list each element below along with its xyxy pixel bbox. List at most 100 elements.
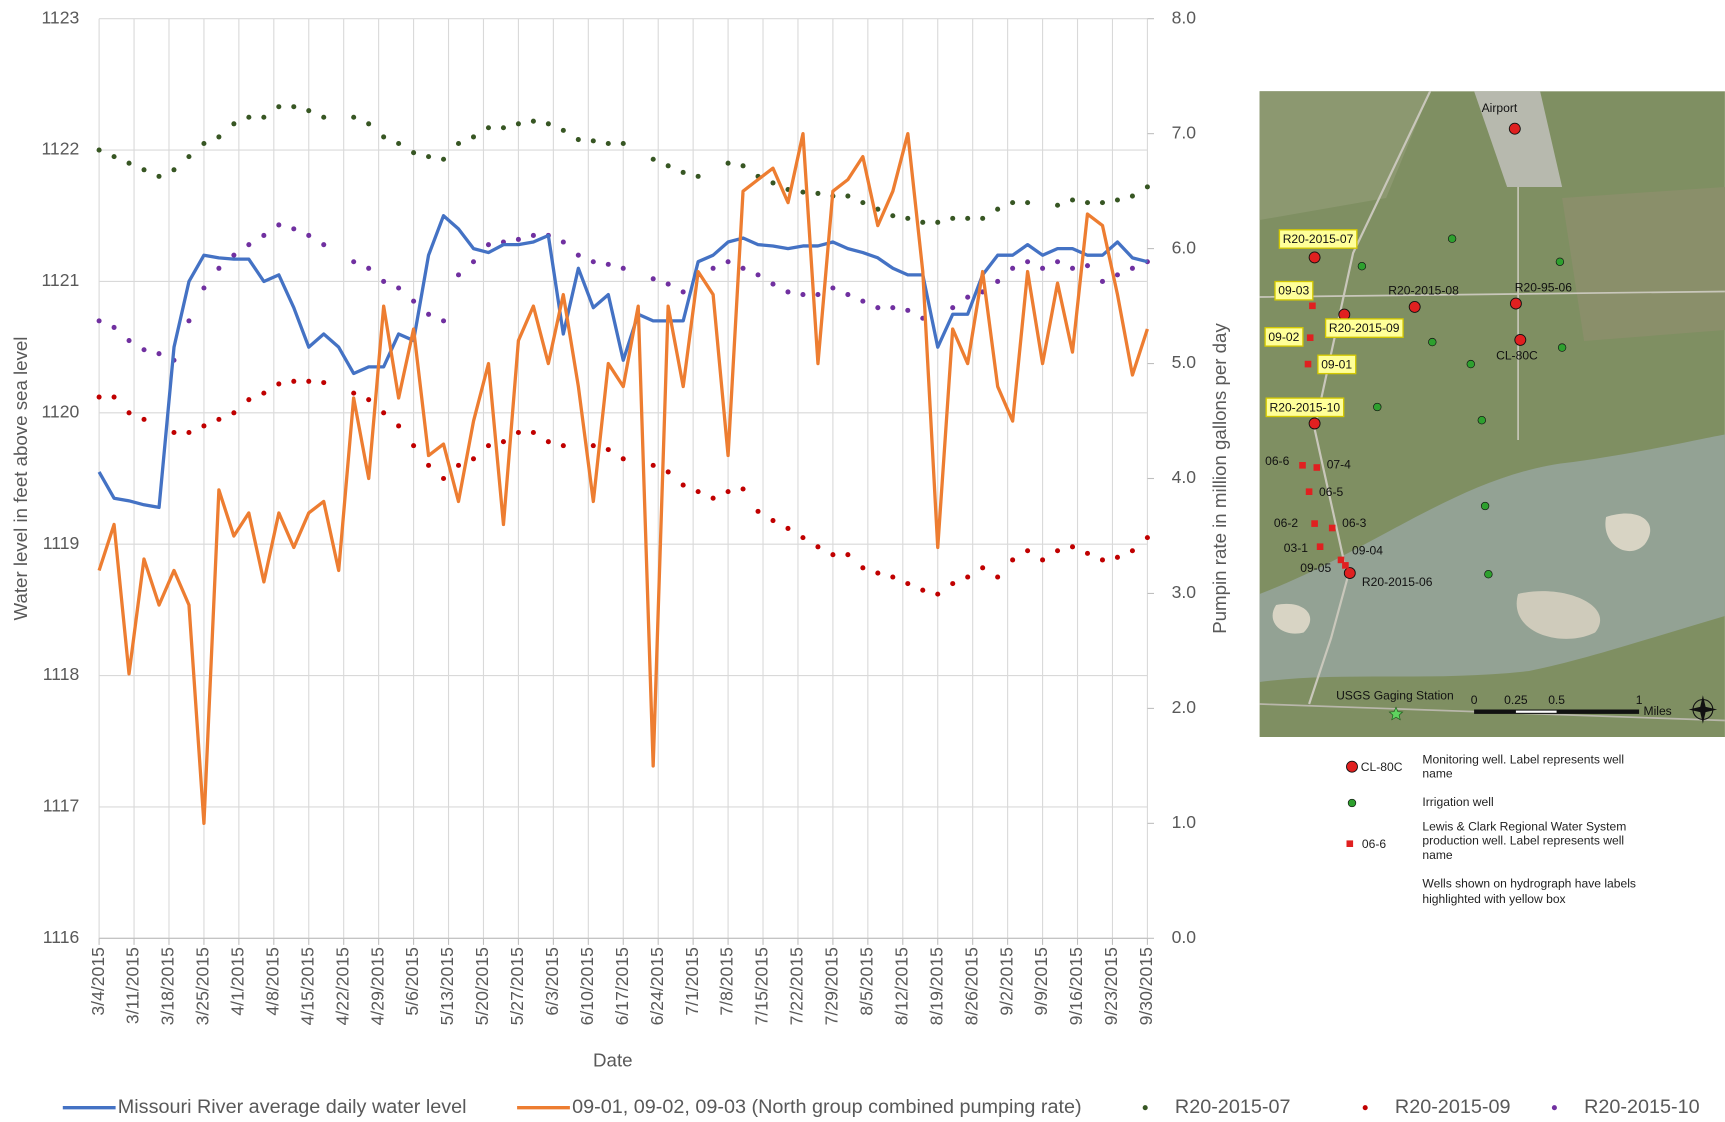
data-point — [905, 216, 910, 221]
data-point — [1100, 200, 1105, 205]
data-point — [621, 266, 626, 271]
data-point — [261, 115, 266, 120]
monitoring-well — [1309, 252, 1320, 263]
data-point — [1055, 259, 1060, 264]
scale-label: 0.5 — [1548, 693, 1565, 707]
map-label: R20-2015-09 — [1329, 321, 1400, 335]
y2-tick-label: 5.0 — [1172, 352, 1197, 372]
page: Date Water level in feet above sea level… — [0, 0, 1725, 1122]
data-point — [845, 194, 850, 199]
data-point — [112, 325, 117, 330]
data-point — [501, 125, 506, 130]
data-point — [381, 279, 386, 284]
x-tick-label: 3/4/2015 — [88, 947, 108, 1016]
data-point — [127, 338, 132, 343]
data-point — [546, 121, 551, 126]
y2-tick-label: 3.0 — [1172, 582, 1197, 602]
data-point — [396, 423, 401, 428]
y2-tick-label: 1.0 — [1172, 812, 1197, 832]
data-point — [905, 581, 910, 586]
data-point — [1100, 557, 1105, 562]
map-label: 09-02 — [1268, 330, 1299, 344]
data-point — [815, 544, 820, 549]
irrigation-well — [1485, 570, 1493, 578]
data-point — [141, 417, 146, 422]
data-point — [366, 266, 371, 271]
data-point — [486, 242, 491, 247]
data-point — [366, 397, 371, 402]
data-point — [621, 141, 626, 146]
data-point — [950, 216, 955, 221]
x-tick-label: 7/22/2015 — [787, 947, 807, 1025]
map-label: R20-2015-07 — [1283, 232, 1354, 246]
data-point — [681, 289, 686, 294]
data-point — [666, 469, 671, 474]
data-point — [860, 299, 865, 304]
x-tick-label: 9/30/2015 — [1136, 947, 1156, 1025]
x-tick-label: 3/18/2015 — [158, 947, 178, 1025]
data-point — [441, 318, 446, 323]
data-point — [651, 276, 656, 281]
data-point — [1055, 548, 1060, 553]
data-point — [516, 237, 521, 242]
data-point — [246, 397, 251, 402]
data-point — [980, 565, 985, 570]
data-point — [1100, 279, 1105, 284]
data-point — [366, 121, 371, 126]
data-point — [1025, 259, 1030, 264]
map-field — [1562, 187, 1725, 341]
data-point — [681, 170, 686, 175]
data-point — [351, 115, 356, 120]
data-point — [995, 279, 1000, 284]
map-label: 03-1 — [1284, 541, 1308, 555]
irrigation-well — [1556, 258, 1564, 266]
map-label: R20-2015-06 — [1362, 575, 1433, 589]
data-point — [756, 272, 761, 277]
x-tick-label: 9/23/2015 — [1101, 947, 1121, 1025]
data-point — [561, 128, 566, 133]
y-tick-label: 1119 — [43, 533, 80, 553]
data-point — [141, 347, 146, 352]
map-label: 06-2 — [1274, 516, 1298, 530]
y2-tick-label: 7.0 — [1172, 122, 1197, 142]
data-point — [561, 240, 566, 245]
map-label: 07-4 — [1327, 458, 1351, 472]
monitoring-well — [1344, 568, 1355, 579]
data-point — [995, 574, 1000, 579]
map-label: 06-5 — [1319, 485, 1343, 499]
data-point — [411, 150, 416, 155]
data-point — [471, 134, 476, 139]
y-tick-label: 1120 — [41, 401, 79, 421]
data-point — [321, 380, 326, 385]
legend-text: Lewis & Clark Regional Water System — [1422, 819, 1626, 833]
production-well — [1299, 462, 1306, 469]
data-point — [97, 148, 102, 153]
x-tick-label: 7/1/2015 — [682, 947, 702, 1016]
production-well — [1314, 464, 1321, 471]
data-point — [1040, 557, 1045, 562]
data-point — [351, 391, 356, 396]
x-tick-label: 4/1/2015 — [228, 947, 248, 1016]
data-point — [666, 282, 671, 287]
data-point — [1010, 200, 1015, 205]
map: Airport R20-2015-07 09-03 R20-2015-08 R2… — [1260, 91, 1725, 906]
legend-swatch — [1143, 1105, 1148, 1110]
data-point — [171, 430, 176, 435]
irrigation-well — [1467, 360, 1475, 368]
production-well — [1342, 562, 1349, 569]
legend-symbol — [1347, 761, 1358, 772]
data-point — [1025, 200, 1030, 205]
data-point — [935, 592, 940, 597]
legend-symbol — [1348, 799, 1356, 807]
data-point — [785, 526, 790, 531]
x-tick-label: 9/9/2015 — [1031, 947, 1051, 1016]
data-point — [875, 305, 880, 310]
legend-symbol-label: CL-80C — [1361, 760, 1403, 774]
x-tick-label: 4/22/2015 — [332, 947, 352, 1025]
production-well — [1329, 525, 1336, 532]
legend-label: Missouri River average daily water level — [118, 1096, 467, 1118]
scale-label: 0 — [1471, 693, 1478, 707]
y2-axis-title: Pumpin rate in million gallons per day — [1209, 323, 1230, 634]
data-point — [1115, 555, 1120, 560]
data-point — [1085, 551, 1090, 556]
